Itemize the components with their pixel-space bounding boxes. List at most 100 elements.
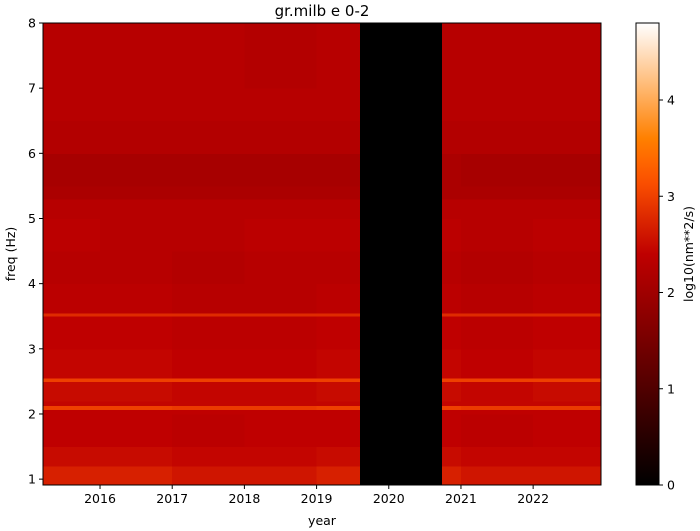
- x-tick-label: 2021: [445, 491, 477, 506]
- heatmap-cell: [460, 251, 534, 285]
- heatmap-cell: [172, 316, 245, 350]
- colorbar-tick-label: 1: [667, 381, 675, 396]
- heatmap-cell: [460, 400, 534, 407]
- heatmap-cell: [533, 405, 602, 410]
- heatmap-cell: [100, 378, 173, 382]
- heatmap-cell: [460, 381, 534, 402]
- heatmap-cell: [533, 466, 602, 486]
- heatmap-cell: [359, 312, 443, 317]
- heatmap-cell: [172, 198, 245, 219]
- heatmap-cell: [43, 218, 101, 252]
- heatmap-cell: [460, 413, 534, 448]
- heatmap-cell: [533, 251, 602, 285]
- heatmap-cell: [316, 409, 361, 415]
- heatmap-cell: [442, 23, 462, 89]
- heatmap-cell: [442, 251, 462, 285]
- heatmap-cell: [359, 466, 443, 486]
- heatmap-cell: [316, 251, 361, 285]
- heatmap-cell: [244, 405, 318, 410]
- heatmap-cell: [359, 218, 443, 252]
- heatmap-cell: [100, 198, 173, 219]
- heatmap-cell: [172, 153, 245, 187]
- heatmap-cell: [359, 316, 443, 350]
- heatmap-cell: [100, 251, 173, 285]
- heatmap-cell: [316, 413, 361, 448]
- heatmap-cell: [316, 218, 361, 252]
- heatmap: [43, 23, 602, 486]
- heatmap-cell: [533, 153, 602, 187]
- colorbar: [635, 22, 660, 486]
- heatmap-cell: [43, 283, 101, 314]
- heatmap-cell: [43, 153, 101, 187]
- heatmap-cell: [316, 466, 361, 486]
- heatmap-cell: [460, 120, 534, 154]
- heatmap-cell: [100, 218, 173, 252]
- heatmap-cell: [43, 413, 101, 448]
- heatmap-cell: [100, 405, 173, 410]
- heatmap-cell: [533, 378, 602, 382]
- colorbar-tick-label: 2: [667, 285, 675, 300]
- heatmap-cell: [43, 400, 101, 407]
- heatmap-cell: [244, 381, 318, 402]
- y-tick-label: 5: [28, 211, 36, 226]
- colorbar-tick-label: 4: [667, 93, 675, 108]
- heatmap-cell: [43, 405, 101, 410]
- heatmap-cell: [172, 446, 245, 467]
- heatmap-cell: [244, 348, 318, 379]
- heatmap-cell: [442, 413, 462, 448]
- heatmap-cell: [533, 400, 602, 407]
- heatmap-cell: [316, 400, 361, 407]
- colorbar-tick-label: 0: [667, 478, 675, 493]
- heatmap-cell: [43, 466, 101, 486]
- heatmap-cell: [43, 23, 101, 89]
- heatmap-cell: [100, 283, 173, 314]
- heatmap-cell: [316, 88, 361, 122]
- heatmap-cell: [244, 198, 318, 219]
- heatmap-cell: [43, 316, 101, 350]
- heatmap-cell: [533, 185, 602, 200]
- heatmap-cell: [244, 120, 318, 154]
- heatmap-cell: [359, 409, 443, 415]
- heatmap-cell: [172, 312, 245, 317]
- heatmap-cell: [43, 185, 101, 200]
- heatmap-cell: [533, 348, 602, 379]
- heatmap-cell: [244, 413, 318, 448]
- chart-title: gr.milb e 0-2: [275, 2, 370, 20]
- heatmap-cell: [172, 413, 245, 448]
- heatmap-cell: [442, 218, 462, 252]
- heatmap-cell: [533, 413, 602, 448]
- heatmap-cell: [359, 88, 443, 122]
- plot-frame: [42, 22, 602, 486]
- heatmap-cell: [533, 120, 602, 154]
- heatmap-cell: [100, 400, 173, 407]
- heatmap-cell: [533, 409, 602, 415]
- heatmap-cell: [244, 218, 318, 252]
- heatmap-cell: [460, 466, 534, 486]
- heatmap-cell: [460, 378, 534, 382]
- heatmap-cell: [100, 466, 173, 486]
- heatmap-cell: [244, 312, 318, 317]
- heatmap-cell: [244, 153, 318, 187]
- heatmap-cell: [172, 185, 245, 200]
- heatmap-cell: [442, 378, 462, 382]
- heatmap-cell: [442, 153, 462, 187]
- heatmap-cell: [460, 348, 534, 379]
- heatmap-cell: [100, 88, 173, 122]
- heatmap-cell: [533, 316, 602, 350]
- y-tick-label: 4: [28, 276, 36, 291]
- heatmap-cell: [43, 378, 101, 382]
- heatmap-cell: [244, 409, 318, 415]
- heatmap-cell: [244, 446, 318, 467]
- heatmap-cell: [316, 405, 361, 410]
- heatmap-cell: [100, 316, 173, 350]
- heatmap-cell: [172, 283, 245, 314]
- heatmap-cell: [244, 251, 318, 285]
- heatmap-cell: [43, 120, 101, 154]
- heatmap-cell: [460, 198, 534, 219]
- heatmap-cell: [100, 413, 173, 448]
- heatmap-cell: [43, 312, 101, 317]
- heatmap-cell: [359, 23, 443, 89]
- y-tick-label: 8: [28, 16, 36, 31]
- heatmap-cell: [533, 198, 602, 219]
- x-tick-label: 2022: [517, 491, 549, 506]
